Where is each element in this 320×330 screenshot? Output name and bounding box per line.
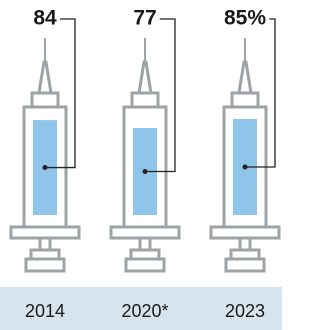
value-label: 77 bbox=[133, 7, 156, 30]
leader-dot bbox=[243, 164, 248, 169]
plunger-rod bbox=[140, 238, 150, 250]
needle-cone bbox=[39, 62, 51, 93]
x-tick-label: 2014 bbox=[25, 301, 65, 321]
flange bbox=[211, 227, 279, 238]
collar bbox=[32, 93, 58, 107]
needle-cone bbox=[239, 62, 251, 93]
plunger-rod bbox=[240, 238, 250, 250]
chart: 84 2014 77 2020* 85% 2023 bbox=[0, 0, 282, 330]
plunger-base bbox=[126, 259, 164, 271]
collar bbox=[132, 93, 158, 107]
value-label: 85% bbox=[224, 7, 266, 30]
x-tick-label: 2020* bbox=[121, 301, 168, 321]
flange bbox=[11, 227, 79, 238]
x-tick-label: 2023 bbox=[225, 301, 265, 321]
plunger-rod bbox=[40, 238, 50, 250]
leader-dot bbox=[43, 165, 48, 170]
plunger-base bbox=[226, 259, 264, 271]
flange bbox=[111, 227, 179, 238]
value-label: 84 bbox=[33, 7, 57, 30]
collar bbox=[232, 93, 258, 107]
needle-cone bbox=[139, 62, 151, 93]
leader-dot bbox=[143, 169, 148, 174]
plunger-base bbox=[26, 259, 64, 271]
